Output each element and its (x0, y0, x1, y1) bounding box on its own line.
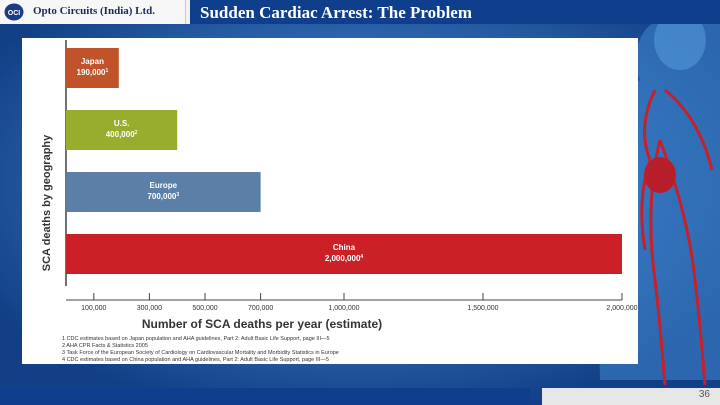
x-tick-label: 700,000 (248, 305, 273, 312)
title-bar: Sudden Cardiac Arrest: The Problem (190, 0, 720, 24)
y-axis-label: SCA deaths by geography (41, 134, 53, 271)
bar-name-label: Japan (81, 57, 104, 66)
bar-value-label: 400,0002 (106, 130, 138, 139)
sca-bar-chart: SCA deaths by geography Japan 190,0001 U.S.… (41, 40, 638, 363)
bar-us (66, 110, 178, 150)
bar-name-label: Europe (150, 181, 178, 190)
chart-panel: SCA deaths by geography Japan 190,0001 U.S.… (22, 38, 638, 364)
footer-number-area (542, 388, 720, 405)
x-tick-label: 300,000 (137, 305, 162, 312)
x-tick-label: 1,500,000 (467, 305, 498, 312)
footnote: 2 AHA CPR Facts & Statistics 2005 (62, 343, 148, 349)
bar-value-label: 2,000,0004 (325, 254, 364, 263)
heart-shape (644, 157, 676, 193)
footer-bar (0, 388, 530, 405)
bar-name-label: U.S. (114, 119, 130, 128)
x-axis-label: Number of SCA deaths per year (estimate) (142, 317, 382, 331)
bar-europe (66, 172, 261, 212)
footnote: 4 CDC estimates based on China populatio… (62, 357, 329, 363)
slide-title: Sudden Cardiac Arrest: The Problem (200, 3, 473, 22)
footnote: 1 CDC estimates based on Japan populatio… (62, 336, 330, 342)
bar-value-label: 700,0003 (147, 192, 179, 201)
logo-area: OCI Opto Circuits (India) Ltd. (0, 0, 186, 24)
head-silhouette (654, 10, 706, 70)
bar-value-label: 190,0001 (77, 68, 109, 77)
bar-china (66, 234, 622, 274)
bar-japan (66, 48, 119, 88)
company-name: Opto Circuits (India) Ltd. (33, 5, 156, 17)
bar-name-label: China (333, 243, 356, 252)
x-tick-label: 500,000 (192, 305, 217, 312)
x-tick-label: 2,000,000 (606, 305, 637, 312)
logo-text: OCI (8, 10, 21, 17)
x-tick-label: 1,000,000 (328, 305, 359, 312)
company-logo: OCI (4, 3, 24, 21)
footnote: 3 Task Force of the European Society of … (62, 350, 339, 356)
x-tick-label: 100,000 (81, 305, 106, 312)
page-number: 36 (698, 389, 710, 400)
